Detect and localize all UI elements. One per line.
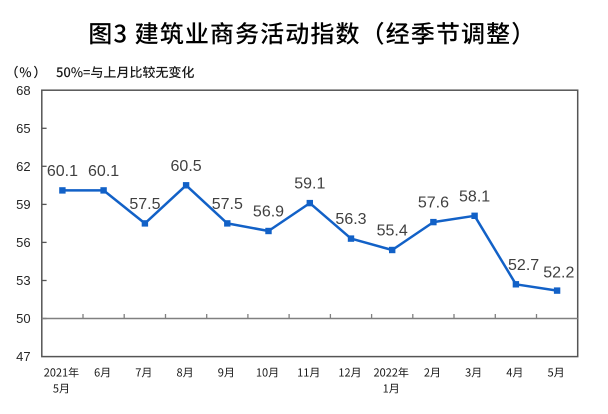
svg-text:59: 59 <box>16 197 30 212</box>
svg-text:57.5: 57.5 <box>212 196 243 213</box>
svg-text:52.2: 52.2 <box>543 265 574 282</box>
svg-text:62: 62 <box>16 159 30 174</box>
svg-text:56: 56 <box>16 235 30 250</box>
svg-text:58.1: 58.1 <box>459 188 490 205</box>
svg-text:56.3: 56.3 <box>335 211 366 228</box>
svg-text:47: 47 <box>16 349 30 364</box>
svg-text:56.9: 56.9 <box>253 204 284 221</box>
svg-text:59.1: 59.1 <box>294 176 325 193</box>
svg-text:65: 65 <box>16 121 30 136</box>
svg-text:60.1: 60.1 <box>47 163 78 180</box>
svg-text:60.1: 60.1 <box>88 163 119 180</box>
svg-text:57.6: 57.6 <box>418 195 449 212</box>
svg-text:68: 68 <box>16 83 30 98</box>
svg-text:53: 53 <box>16 273 30 288</box>
svg-text:60.5: 60.5 <box>171 158 202 175</box>
svg-text:50: 50 <box>16 311 30 326</box>
svg-text:52.7: 52.7 <box>508 257 539 274</box>
svg-text:55.4: 55.4 <box>377 223 408 240</box>
svg-text:57.5: 57.5 <box>129 196 160 213</box>
